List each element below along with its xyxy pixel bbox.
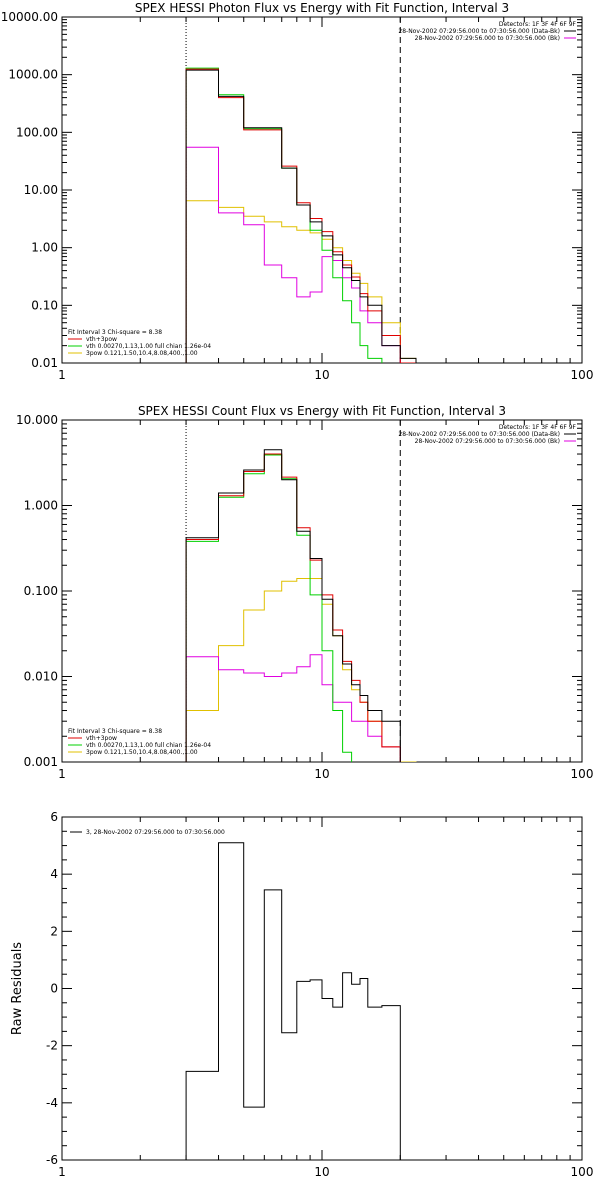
fit-legend-line: 3pow 0.121,1.50,10.4,8.08,400.,1.00 bbox=[86, 350, 198, 357]
fit-legend-line: vth+3pow bbox=[86, 336, 117, 343]
y-tick-label: -4 bbox=[46, 1096, 58, 1110]
y-tick-label: -6 bbox=[46, 1153, 58, 1167]
x-tick-label: 100 bbox=[571, 767, 594, 781]
header-annotation-line: 28-Nov-2002 07:29:56.000 to 07:30:56.000… bbox=[398, 28, 560, 35]
y-tick-label: 1.000 bbox=[24, 499, 58, 513]
fit-legend-line: vth 0.00270,1.13,1.00 full chian 1.26e-0… bbox=[86, 742, 211, 749]
y-tick-label: 10.000 bbox=[16, 413, 58, 427]
series-total-histogram bbox=[185, 453, 401, 762]
y-tick-label: 0.010 bbox=[24, 670, 58, 684]
y-axis-label: Raw Residuals bbox=[10, 942, 25, 1035]
series-vth-histogram bbox=[185, 454, 353, 762]
y-tick-label: 4 bbox=[50, 867, 58, 881]
y-tick-label: 0.100 bbox=[24, 584, 58, 598]
series-bkg-histogram bbox=[185, 146, 417, 363]
series-data-histogram bbox=[185, 449, 401, 762]
fit-legend-line: Fit Interval 3 Chi-square = 8.38 bbox=[68, 728, 162, 735]
y-tick-label: 100.00 bbox=[16, 125, 58, 139]
legend-label: 3, 28-Nov-2002 07:29:56.000 to 07:30:56.… bbox=[86, 829, 225, 836]
y-tick-label: 0.10 bbox=[31, 298, 58, 312]
x-tick-label: 10 bbox=[314, 767, 329, 781]
series-bpow-histogram bbox=[185, 200, 417, 363]
fit-legend-line: vth 0.00270,1.13,1.00 full chian 1.26e-0… bbox=[86, 343, 211, 350]
header-annotation-line: 28-Nov-2002 07:29:56.000 to 07:30:56.000… bbox=[398, 431, 560, 438]
y-tick-label: 2 bbox=[50, 924, 58, 938]
chart-title: SPEX HESSI Count Flux vs Energy with Fit… bbox=[138, 404, 506, 418]
chart-panel-2: 1 10 100 0.001 0.010 0.100 1.000 10.000 SPEX HES… bbox=[16, 404, 594, 781]
x-tick-label: 10 bbox=[314, 1165, 329, 1179]
fit-legend-line: 3pow 0.121,1.50,10.4,8.08,400.,1.00 bbox=[86, 749, 198, 756]
header-annotation-line: 28-Nov-2002 07:29:56.000 to 07:30:56.000… bbox=[415, 438, 560, 445]
chart-panel-1: 1 10 100 0.01 0.10 1.00 10.00 100.00 1000.00 1000… bbox=[1, 1, 594, 382]
y-tick-label: 1000.00 bbox=[8, 68, 58, 82]
series-data-histogram bbox=[185, 69, 417, 363]
y-tick-label: 10000.00 bbox=[1, 10, 58, 24]
y-tick-label: -2 bbox=[46, 1039, 58, 1053]
header-annotation-line: Detectors: 1F 3F 4F 6F 9F bbox=[499, 424, 577, 431]
plot-frame bbox=[61, 16, 583, 364]
y-tick-label: 0.001 bbox=[24, 755, 58, 769]
series-bpow-histogram bbox=[185, 578, 417, 762]
chart-panel-3: 1 10 100 -6 -4 -2 0 2 4 6 Raw Residuals 3, 28-Nov-2… bbox=[10, 810, 593, 1179]
y-tick-label: 10.00 bbox=[24, 183, 58, 197]
x-tick-label: 1 bbox=[58, 767, 66, 781]
x-tick-label: 1 bbox=[58, 1165, 66, 1179]
y-tick-label: 6 bbox=[50, 810, 58, 824]
series-data-histogram bbox=[185, 842, 401, 1160]
x-tick-label: 100 bbox=[571, 1165, 594, 1179]
header-annotation-line: 28-Nov-2002 07:29:56.000 to 07:30:56.000… bbox=[415, 35, 560, 42]
fit-legend-line: Fit Interval 3 Chi-square = 8.38 bbox=[68, 329, 162, 336]
header-annotation-line: Detectors: 1F 3F 4F 6F 9F bbox=[499, 21, 577, 28]
x-tick-label: 100 bbox=[571, 368, 594, 382]
x-tick-label: 10 bbox=[314, 368, 329, 382]
chart-title: SPEX HESSI Photon Flux vs Energy with Fi… bbox=[135, 1, 509, 15]
y-tick-label: 1.00 bbox=[31, 241, 58, 255]
y-tick-label: 0.01 bbox=[31, 356, 58, 370]
x-tick-label: 1 bbox=[58, 368, 66, 382]
y-tick-label: 0 bbox=[50, 982, 58, 996]
fit-legend-line: vth+3pow bbox=[86, 735, 117, 742]
